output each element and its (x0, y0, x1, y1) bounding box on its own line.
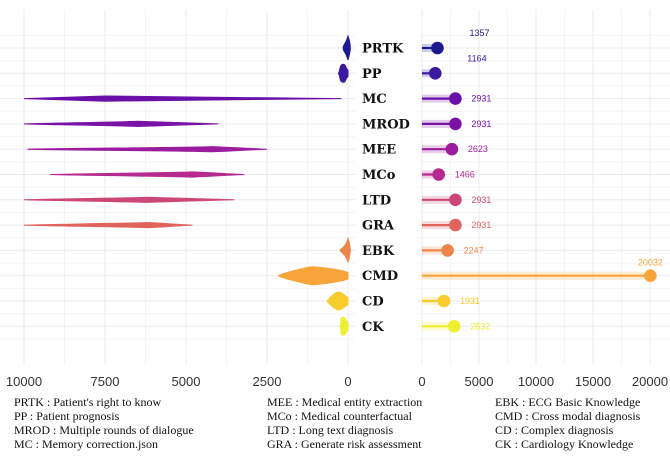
lollipops: 1357 1164 2931 2931 2623 1466 2931 2931 2247 2003… (422, 28, 663, 333)
violin-gra (23, 221, 193, 229)
right-tick-label: 5000 (465, 374, 494, 389)
category-label-ltd: LTD (362, 193, 391, 208)
violin-mrod (23, 120, 219, 128)
value-label-ck: 2832 (470, 321, 490, 331)
lollipop-point-prtk (431, 41, 444, 55)
category-label-mc: MC (362, 92, 387, 107)
legend-item: CK : Cardiology Knowledge (495, 437, 634, 451)
category-label-mrod: MROD (362, 117, 410, 132)
category-label-gra: GRA (362, 219, 395, 234)
legend-col-2: MEE : Medical entity extraction MCo : Me… (267, 395, 422, 451)
lollipop-point-mco (432, 168, 446, 181)
legend-col-3: EBK : ECG Basic Knowledge CMD : Cross mo… (495, 395, 640, 451)
legend-item: LTD : Long text diagnosis (267, 423, 394, 437)
category-label-cd: CD (362, 295, 384, 310)
legend-col-1: PRTK : Patient's right to know PP : Pati… (14, 395, 194, 451)
violin-ck (339, 316, 349, 336)
lollipop-point-mee (445, 142, 459, 156)
lollipop-point-gra (449, 218, 462, 232)
value-label-mco: 1466 (455, 170, 475, 180)
lollipop-point-cmd (644, 269, 657, 283)
category-label-ebk: EBK (362, 244, 395, 259)
value-label-prtk: 1357 (469, 28, 489, 38)
violin-prtk (342, 34, 351, 61)
lollipop-point-pp (428, 67, 442, 80)
legend-item: MCo : Medical counterfactual (267, 409, 412, 423)
legend-item: EBK : ECG Basic Knowledge (495, 395, 641, 409)
violin-cmd (277, 266, 349, 286)
left-tick-label: 10000 (6, 374, 42, 389)
left-tick-label: 5000 (172, 374, 201, 389)
grid (0, 10, 670, 365)
violins (23, 34, 351, 336)
legend-item: CD : Complex diagnosis (495, 423, 614, 437)
right-tick-label: 0 (418, 374, 425, 389)
category-label-ck: CK (362, 320, 384, 335)
legend-item: PP : Patient prognosis (14, 409, 120, 423)
axis-ticks: 10000 7500 5000 2500 0 0 5000 10000 15000 20000 (6, 374, 668, 389)
legend-item: PRTK : Patient's right to know (14, 395, 162, 409)
violin-ltd (23, 196, 235, 203)
category-label-prtk: PRTK (362, 42, 404, 57)
legend-item: CMD : Cross modal diagnosis (495, 409, 641, 423)
lollipop-point-mrod (449, 117, 462, 131)
value-label-mrod: 2931 (471, 119, 491, 129)
legend-item: MC : Memory correction.json (14, 437, 158, 451)
lollipop-point-mc (449, 92, 462, 105)
right-tick-label: 15000 (575, 374, 611, 389)
value-label-ebk: 2247 (464, 245, 484, 255)
value-label-cmd: 20032 (638, 258, 663, 268)
category-label-mee: MEE (362, 143, 396, 158)
violin-mee (27, 146, 268, 153)
violin-ebk (339, 236, 351, 263)
lollipop-point-cd (437, 294, 451, 308)
value-label-cd: 1931 (460, 296, 480, 306)
category-label-pp: PP (362, 67, 382, 82)
violin-cd (326, 291, 349, 311)
value-label-pp: 1164 (467, 53, 486, 63)
lollipop-point-ck (447, 320, 461, 333)
lollipop-point-ebk (441, 244, 454, 257)
violin-mc (23, 95, 342, 102)
category-labels: PRTK PP MC MROD MEE MCo LTD GRA EBK CMD CD CK (362, 42, 410, 335)
lollipop-point-ltd (449, 193, 462, 207)
category-label-cmd: CMD (362, 269, 398, 284)
legend-item: MROD : Multiple rounds of dialogue (14, 423, 194, 437)
left-tick-label: 2500 (253, 374, 282, 389)
left-tick-label: 7500 (91, 374, 120, 389)
value-label-ltd: 2931 (471, 195, 491, 205)
right-tick-label: 10000 (518, 374, 554, 389)
value-label-mc: 2931 (471, 94, 491, 104)
violin-pp (337, 63, 349, 83)
legend-item: MEE : Medical entity extraction (267, 395, 423, 409)
value-label-gra: 2931 (471, 220, 491, 230)
category-label-mco: MCo (362, 168, 396, 183)
left-tick-label: 0 (344, 374, 351, 389)
violin-mco (49, 171, 245, 178)
right-tick-label: 20000 (632, 374, 668, 389)
value-label-mee: 2623 (468, 144, 488, 154)
legend-item: GRA : Generate risk assessment (267, 437, 422, 451)
